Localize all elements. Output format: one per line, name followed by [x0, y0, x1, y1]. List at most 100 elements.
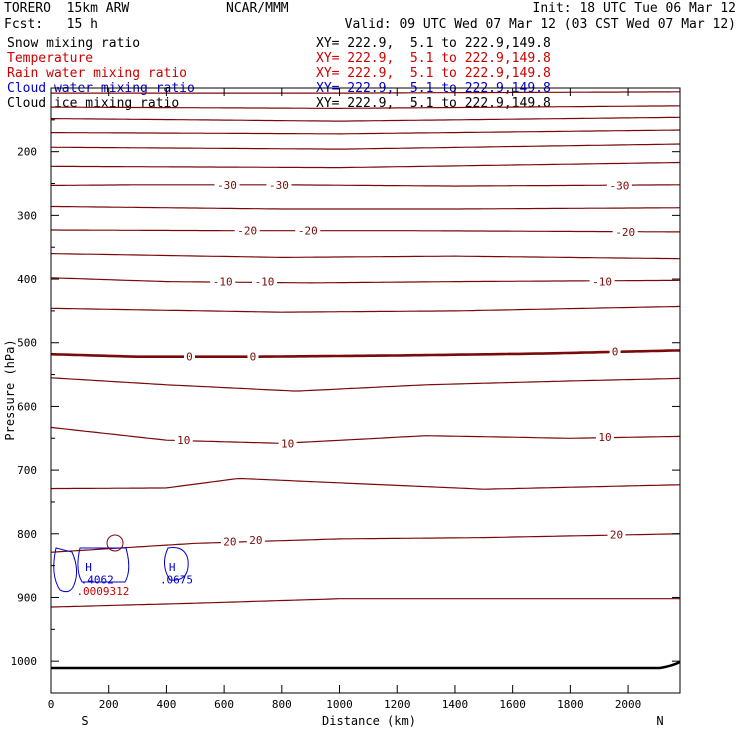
field-name: Temperature: [7, 51, 94, 66]
isotherm--30: [51, 184, 680, 187]
field-xy: XY= 222.9, 5.1 to 222.9,149.8: [316, 51, 551, 66]
isotherm-label: -10: [255, 276, 275, 289]
y-tick-label: 800: [17, 528, 37, 541]
y-tick-label: 400: [17, 273, 37, 286]
field-xy: XY= 222.9, 5.1 to 222.9,149.8: [316, 36, 551, 51]
isotherm--60: [51, 91, 680, 94]
isotherm-label: 20: [223, 535, 236, 548]
terrain-line: [51, 660, 681, 670]
isotherm--50: [51, 116, 681, 122]
label-mask: [183, 350, 195, 363]
isotherm-5: [50, 377, 681, 392]
label-mask: [278, 437, 297, 450]
model-label: TORERO 15km ARW: [4, 1, 130, 16]
plot-frame: [50, 87, 681, 694]
x-tick-label: 1800: [557, 698, 584, 711]
x-tick-label: 200: [99, 698, 119, 711]
label-mask: [247, 350, 259, 363]
label-mask: [607, 528, 626, 541]
y-tick-label: 1000: [11, 655, 38, 668]
x-tick-label: 1400: [442, 698, 469, 711]
y-tick-label: 500: [17, 337, 37, 350]
isotherm-label: 0: [186, 351, 193, 364]
x-tick-label: 600: [214, 698, 234, 711]
cloud-max-label: .0675: [160, 574, 193, 587]
x-tick-label: 0: [48, 698, 55, 711]
x-tick-label: 400: [156, 698, 176, 711]
isotherm-label: -20: [298, 225, 318, 238]
label-mask: [606, 179, 632, 192]
forecast-label: Fcst: 15 h: [4, 17, 98, 32]
isotherm-label: -10: [592, 276, 612, 289]
label-mask: [589, 275, 615, 288]
cloud-water-contour: [164, 547, 189, 581]
isotherm-20: [50, 533, 681, 553]
label-mask: [220, 535, 239, 548]
init-label: Init: 18 UTC Tue 06 Mar 12: [532, 1, 737, 16]
isotherm-label: 0: [612, 346, 619, 359]
valid-label: Valid: 09 UTC Wed 07 Mar 12 (03 CST Wed …: [344, 17, 736, 32]
isotherm-label: -10: [213, 276, 233, 289]
label-mask: [295, 224, 321, 237]
y-tick-label: 600: [17, 400, 37, 413]
field-name: Snow mixing ratio: [7, 36, 141, 51]
label-mask: [214, 178, 240, 191]
south-end-label: S: [81, 714, 88, 728]
label-mask: [252, 275, 278, 288]
x-axis-title: Distance (km): [322, 714, 416, 728]
isotherm-label: 10: [177, 434, 190, 447]
isotherm-label: 10: [281, 437, 294, 450]
cloud-max-label: H: [85, 561, 92, 574]
cloud-water-contour: [77, 547, 130, 583]
isotherm-label: 10: [598, 431, 611, 444]
label-mask: [234, 224, 260, 237]
isotherm-15: [50, 477, 681, 490]
label-mask: [266, 178, 292, 191]
cloud-water-contour: [53, 547, 78, 593]
label-mask: [612, 225, 638, 238]
isotherm--5: [50, 305, 681, 313]
isotherm-0: [50, 349, 681, 358]
label-mask: [609, 345, 621, 358]
isotherm--40: [50, 143, 681, 150]
field-name: Rain water mixing ratio: [7, 66, 188, 81]
label-mask: [246, 534, 265, 547]
isotherm-label: -30: [269, 179, 289, 192]
isotherm-25: [50, 598, 680, 608]
isotherm-label: 20: [610, 528, 623, 541]
cloud-max-label: .0009312: [76, 585, 129, 598]
isotherm--55: [51, 105, 681, 109]
y-tick-label: 700: [17, 464, 37, 477]
cloud-max-label: H: [169, 561, 176, 574]
y-tick-label: 300: [17, 209, 37, 222]
x-tick-label: 800: [272, 698, 292, 711]
isotherm--15: [50, 253, 681, 260]
isotherm--45: [51, 129, 681, 135]
isotherm-label: -20: [615, 226, 635, 239]
isotherm-label: -30: [217, 179, 237, 192]
label-mask: [174, 434, 193, 447]
x-tick-label: 1000: [326, 698, 353, 711]
y-tick-label: 900: [17, 591, 37, 604]
isotherm--20: [51, 229, 680, 233]
rain-water-contour: [106, 534, 124, 552]
isotherm--10: [50, 277, 681, 284]
cloud-max-label: .4062: [81, 574, 114, 587]
isotherm-label: 20: [249, 534, 262, 547]
north-end-label: N: [656, 714, 663, 728]
label-mask: [210, 275, 236, 288]
isotherm-label: -30: [609, 179, 629, 192]
y-tick-label: 200: [17, 146, 37, 159]
isotherm-10: [50, 426, 681, 445]
x-tick-label: 2000: [615, 698, 642, 711]
field-xy: XY= 222.9, 5.1 to 222.9,149.8: [316, 66, 551, 81]
label-mask: [595, 430, 614, 443]
isotherm--25: [51, 205, 681, 210]
y-axis-title: Pressure (hPa): [3, 339, 17, 440]
isotherm-label: -20: [237, 225, 257, 238]
center-label: NCAR/MMM: [226, 1, 289, 16]
x-tick-label: 1600: [499, 698, 526, 711]
isotherm--35: [50, 161, 681, 169]
x-tick-label: 1200: [384, 698, 411, 711]
